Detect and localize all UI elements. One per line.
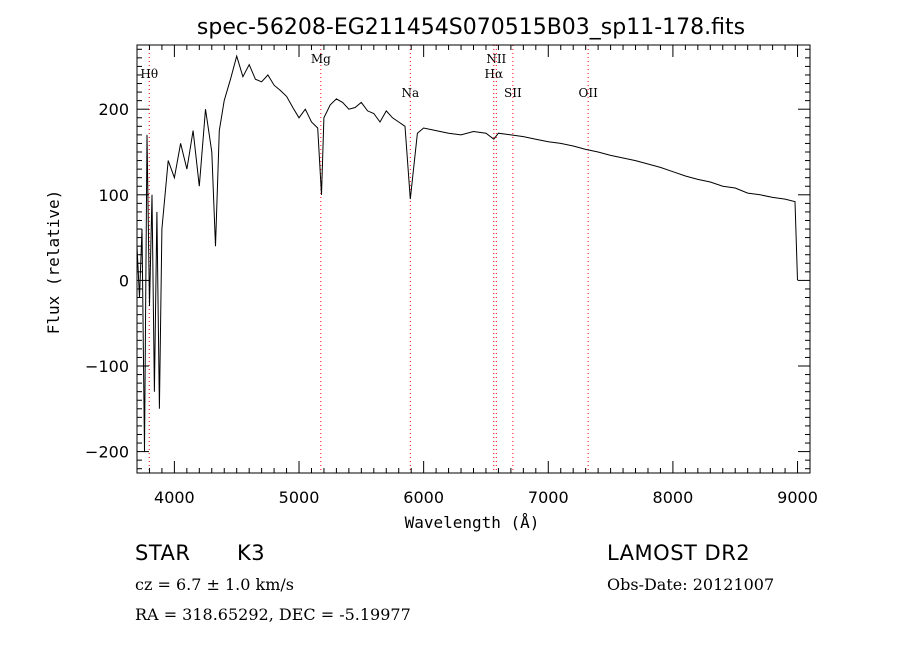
y-tick-label: 200 [98, 100, 129, 119]
object-subclass: K3 [237, 541, 266, 565]
line-marker-label: Hθ [140, 67, 158, 81]
x-tick-label: 8000 [653, 488, 694, 507]
line-marker-label: NII [486, 52, 506, 66]
x-tick-label: 6000 [403, 488, 444, 507]
spectrum-line [136, 54, 798, 452]
line-marker-label: Hα [485, 67, 504, 81]
line-marker-label: SII [504, 86, 522, 100]
line-marker-label: OII [578, 86, 598, 100]
y-axis-label: Flux (relative) [44, 190, 63, 335]
object-class: STAR [135, 541, 191, 565]
y-tick-label: −200 [85, 443, 129, 462]
line-marker-label: Mg [311, 52, 331, 66]
line-marker-label: Na [401, 86, 419, 100]
obs-date: Obs-Date: 20121007 [607, 575, 775, 594]
survey-name: LAMOST DR2 [607, 541, 751, 565]
axis-ticks: 4000 5000 6000 7000 8000 9000 −200 −100 0 100 200 [85, 45, 818, 507]
x-tick-label: 9000 [777, 488, 818, 507]
x-tick-label: 7000 [528, 488, 569, 507]
redshift-cz: cz = 6.7 ± 1.0 km/s [135, 575, 294, 594]
chart-title: spec-56208-EG211454S070515B03_sp11-178.f… [197, 15, 745, 40]
y-tick-label: 0 [119, 271, 129, 290]
x-tick-label: 5000 [279, 488, 320, 507]
x-axis-label: Wavelength (Å) [405, 513, 540, 532]
y-tick-label: 100 [98, 186, 129, 205]
y-tick-label: −100 [85, 357, 129, 376]
coordinates: RA = 318.65292, DEC = -5.19977 [135, 605, 411, 624]
x-tick-label: 4000 [154, 488, 195, 507]
